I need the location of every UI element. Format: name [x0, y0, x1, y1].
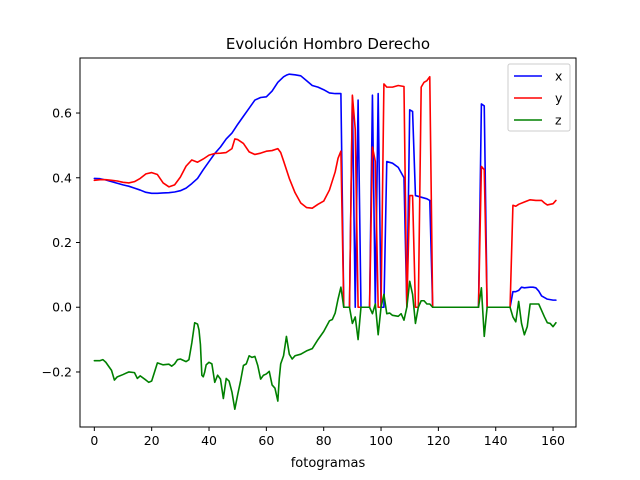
x-axis-label: fotogramas	[291, 456, 366, 471]
y-tick-label: −0.2	[42, 364, 72, 379]
legend-label-z: z	[555, 113, 562, 128]
y-axis-ticks: −0.2 0.0 0.2 0.4 0.6	[42, 106, 80, 379]
series-line-z	[93, 280, 557, 411]
x-tick-label: 60	[258, 433, 274, 448]
x-tick-label: 40	[201, 433, 217, 448]
y-tick-label: 0.0	[52, 300, 72, 315]
x-tick-label: 160	[541, 433, 565, 448]
series-line-y	[93, 75, 557, 309]
y-tick-label: 0.6	[52, 106, 72, 121]
legend-label-y: y	[555, 91, 563, 106]
series-layer	[93, 73, 557, 411]
chart-title: Evolución Hombro Derecho	[226, 35, 430, 53]
legend-entries: xyz	[514, 69, 563, 128]
y-tick-label: 0.4	[52, 170, 72, 185]
plot-area	[79, 57, 577, 428]
x-tick-label: 20	[144, 433, 160, 448]
x-tick-label: 0	[90, 433, 98, 448]
x-tick-label: 100	[369, 433, 393, 448]
legend: xyz	[507, 63, 571, 132]
legend-label-x: x	[555, 69, 562, 84]
y-tick-label: 0.2	[52, 235, 72, 250]
x-tick-label: 80	[316, 433, 332, 448]
x-tick-label: 120	[426, 433, 450, 448]
x-tick-label: 140	[484, 433, 508, 448]
x-axis-ticks: 0 20 40 60 80 100 120 140 160	[90, 427, 565, 448]
